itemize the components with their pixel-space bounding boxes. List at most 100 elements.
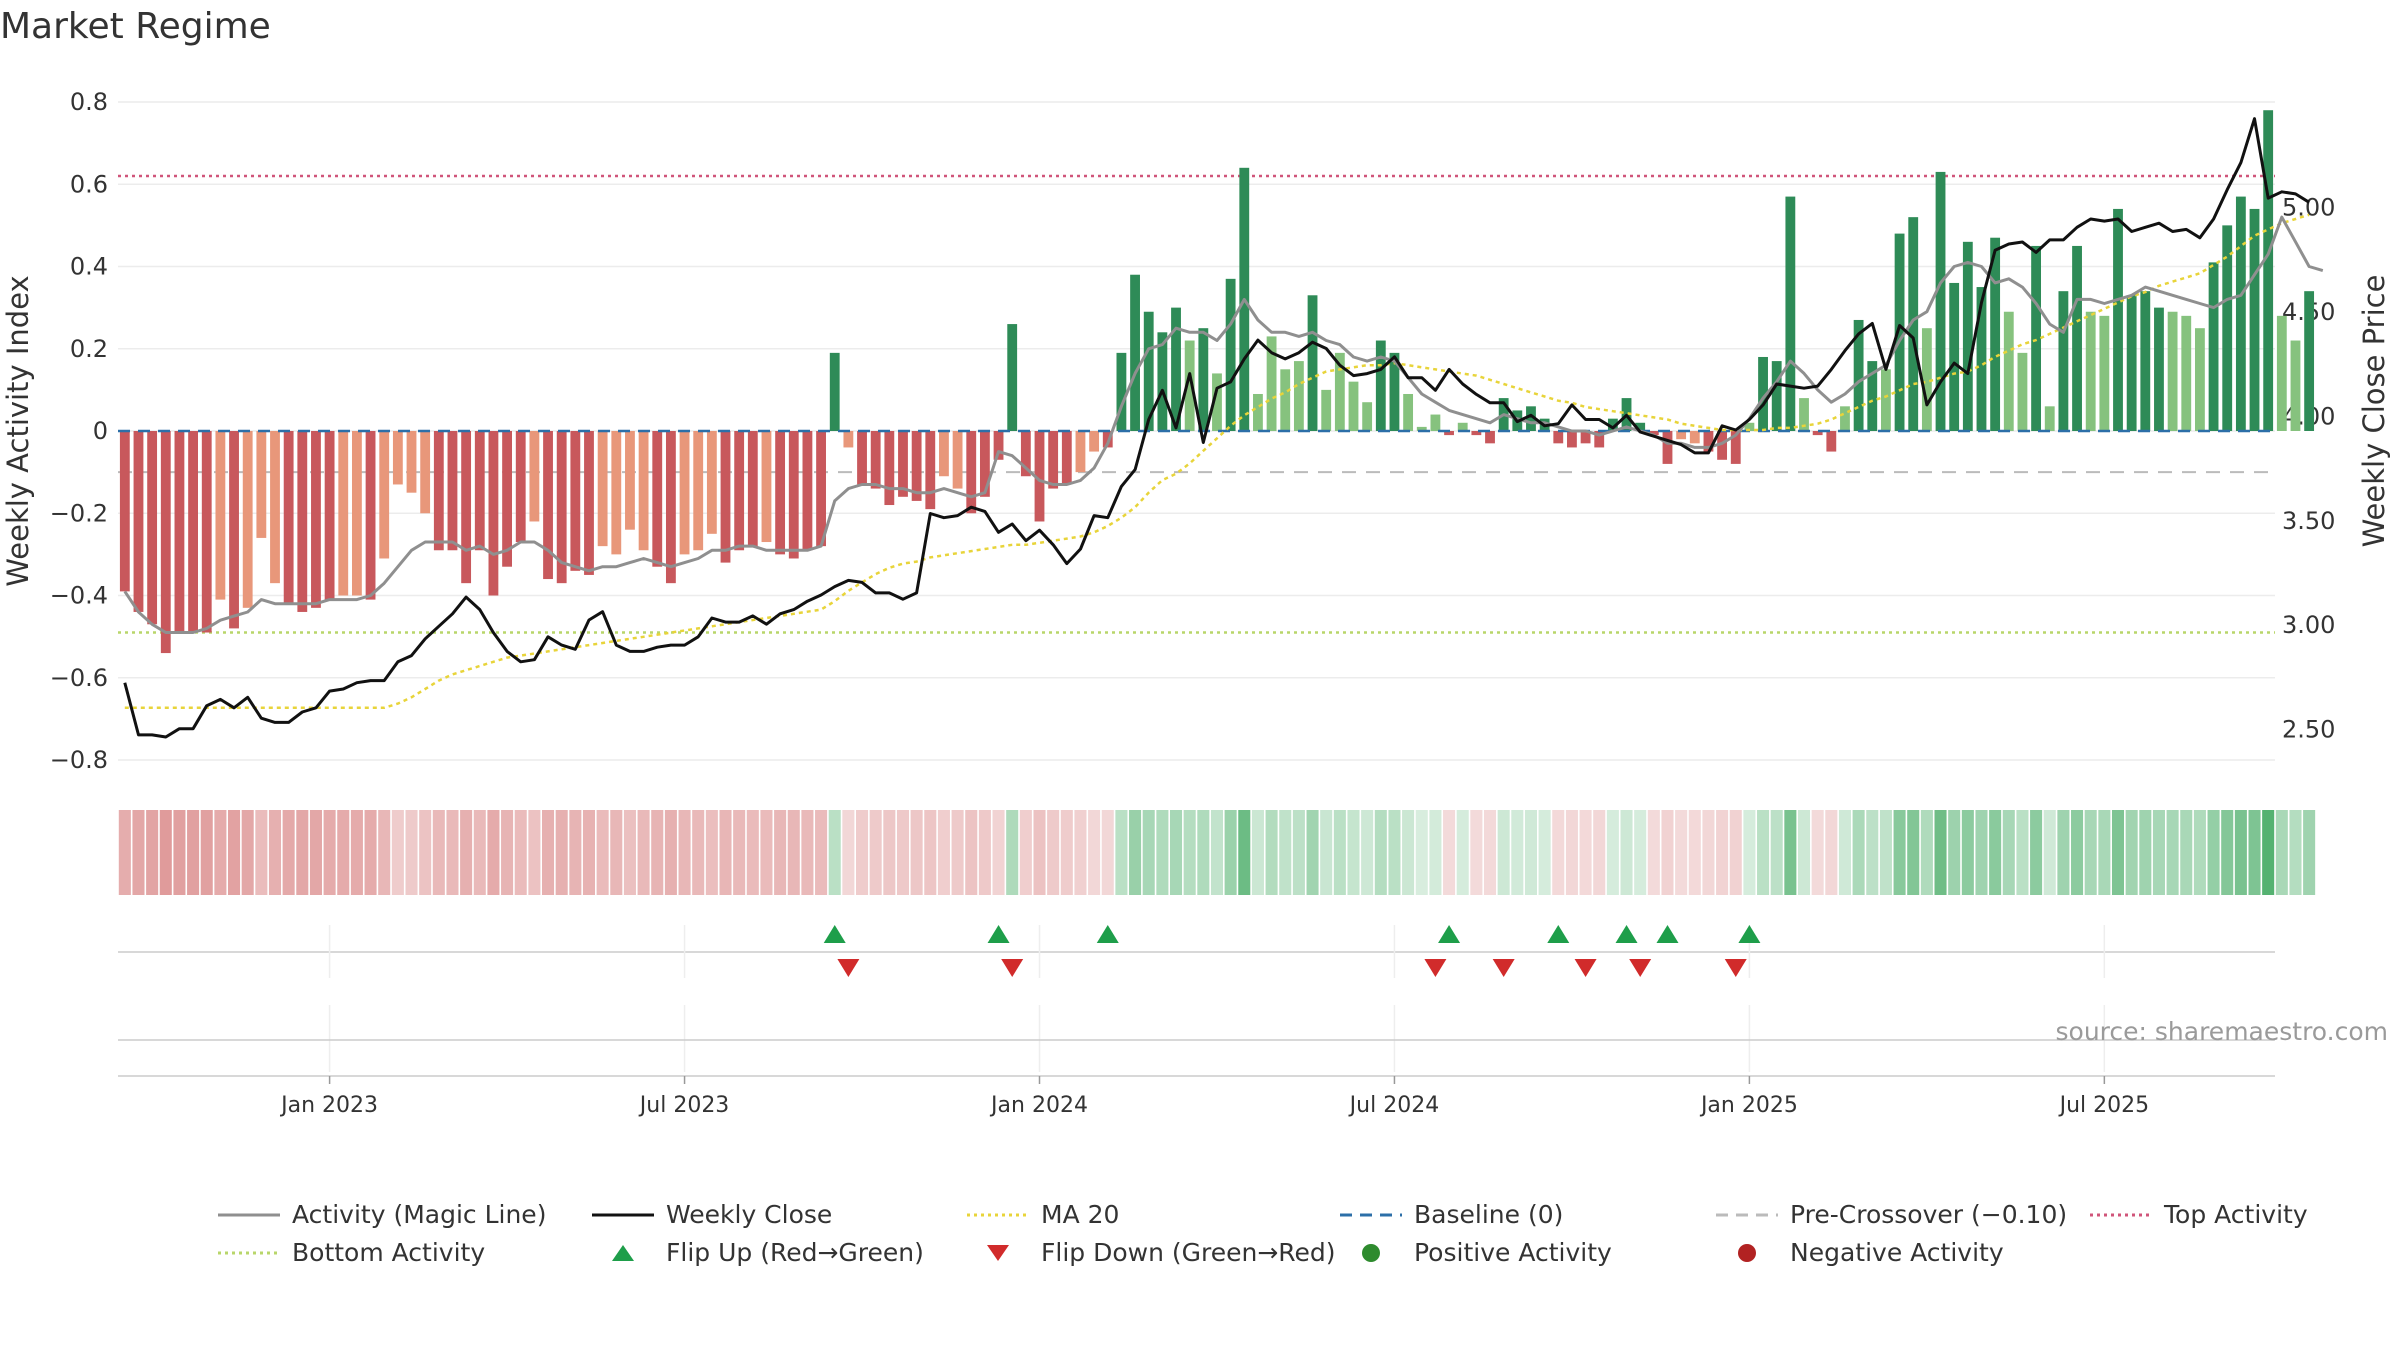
x-tick-label: Jan 2024 xyxy=(989,1093,1088,1118)
activity-bar xyxy=(324,431,335,600)
activity-bar xyxy=(2072,245,2082,431)
y-tick-label: 0.4 xyxy=(70,253,108,281)
activity-bar xyxy=(2276,315,2287,431)
activity-bar xyxy=(1867,361,1878,431)
activity-bar xyxy=(256,431,267,538)
activity-bar xyxy=(911,431,922,501)
y2-tick-label: 3.00 xyxy=(2282,611,2335,639)
heat-strip-cell xyxy=(1115,810,1128,895)
activity-bar xyxy=(2031,245,2042,431)
activity-bar xyxy=(1130,274,1140,431)
legend-label: Activity (Magic Line) xyxy=(292,1200,547,1229)
legend-item: Baseline (0) xyxy=(1340,1200,1563,1229)
legend-symbol-icon xyxy=(218,1251,280,1254)
heat-strip-cell xyxy=(705,810,718,895)
heat-strip-cell xyxy=(2193,810,2206,895)
heat-strip-cell xyxy=(1006,810,1019,895)
heat-strip-cell xyxy=(255,810,268,895)
activity-bar xyxy=(283,431,294,604)
legend-label: Baseline (0) xyxy=(1414,1200,1564,1229)
heat-strip-cell xyxy=(1210,810,1224,895)
heat-strip-cell xyxy=(432,810,445,895)
heat-strip-cell xyxy=(214,810,227,895)
activity-bar xyxy=(1526,406,1536,431)
heat-strip-cell xyxy=(582,810,596,895)
heat-strip-cell xyxy=(1606,810,1619,895)
activity-bar xyxy=(706,431,717,534)
heat-strip-cell xyxy=(1183,810,1196,895)
activity-bar xyxy=(1594,431,1605,448)
legend-symbol-icon xyxy=(1716,1213,1778,1216)
activity-bar xyxy=(433,431,444,551)
activity-bar xyxy=(925,431,936,510)
activity-bar xyxy=(611,431,622,555)
heat-strip-cell xyxy=(1511,810,1524,895)
heat-strip-cell xyxy=(1620,810,1633,895)
heat-strip-cell xyxy=(801,810,814,895)
heat-strip-cell xyxy=(992,810,1005,895)
activity-bar xyxy=(2235,196,2246,431)
heat-strip-cell xyxy=(1320,810,1333,895)
heat-strip-cell xyxy=(1169,810,1183,895)
activity-bar xyxy=(952,431,963,489)
heat-strip-cell xyxy=(1524,810,1537,895)
y2-tick-label: 5.00 xyxy=(2282,193,2335,221)
activity-bar xyxy=(2044,406,2055,431)
legend-item: Flip Down (Green→Red) xyxy=(967,1238,1336,1267)
activity-bar xyxy=(2167,311,2178,431)
activity-bar xyxy=(1717,431,1728,460)
heat-strip-cell xyxy=(965,810,978,895)
activity-bar xyxy=(1444,431,1454,436)
legend-label: Bottom Activity xyxy=(292,1238,486,1267)
activity-bar xyxy=(474,431,485,551)
activity-bar xyxy=(993,431,1004,460)
legend-label: Top Activity xyxy=(2164,1200,2308,1229)
activity-bar xyxy=(447,431,458,551)
heat-strip-cell xyxy=(1470,810,1483,895)
legend-item: Bottom Activity xyxy=(218,1238,485,1267)
flip-down-marker xyxy=(837,959,860,977)
heat-strip-cell xyxy=(2057,810,2070,895)
activity-bar xyxy=(2140,291,2151,431)
heat-strip-cell xyxy=(1224,810,1237,895)
legend-item: Flip Up (Red→Green) xyxy=(592,1238,924,1267)
activity-bar xyxy=(747,431,758,547)
heat-strip-cell xyxy=(419,810,432,895)
activity-bar xyxy=(311,431,321,608)
heat-strip-cell xyxy=(1866,810,1879,895)
activity-bar xyxy=(2194,328,2205,431)
heat-strip-cell xyxy=(1702,810,1715,895)
heat-strip-cell xyxy=(1784,810,1797,895)
heat-strip-cell xyxy=(924,810,937,895)
heat-strip-cell xyxy=(719,810,732,895)
legend-symbol-icon xyxy=(1738,1243,1756,1262)
activity-bar xyxy=(1225,278,1236,431)
activity-bar xyxy=(2222,225,2233,431)
activity-bar xyxy=(188,431,199,633)
heat-strip-cell xyxy=(542,810,555,895)
legend-symbol-icon xyxy=(1340,1213,1402,1216)
heat-strip-cell xyxy=(869,810,882,895)
activity-bar xyxy=(1034,431,1045,522)
activity-bar xyxy=(829,352,840,431)
heat-strip-cell xyxy=(1129,810,1142,895)
heat-strip-cell xyxy=(1688,810,1701,895)
activity-bar xyxy=(734,431,745,551)
activity-bar xyxy=(1730,431,1741,464)
heat-strip-cell xyxy=(1934,810,1947,895)
y-tick-label: 0.6 xyxy=(70,170,108,198)
heat-strip-cell xyxy=(1306,810,1319,895)
activity-bar xyxy=(1894,233,1905,431)
heat-strip-cell xyxy=(760,810,773,895)
heat-strip-cell xyxy=(1852,810,1865,895)
activity-bar xyxy=(1744,422,1755,431)
legend-symbol-icon xyxy=(1362,1243,1380,1262)
activity-bar xyxy=(392,431,403,485)
y-tick-label: 0.2 xyxy=(70,335,108,363)
heat-strip-cell xyxy=(2152,810,2165,895)
activity-bar xyxy=(802,431,813,551)
legend-symbol-icon xyxy=(218,1213,280,1216)
activity-bar xyxy=(406,431,417,493)
y-tick-label: 0.8 xyxy=(70,88,108,116)
activity-bar xyxy=(1007,324,1018,431)
